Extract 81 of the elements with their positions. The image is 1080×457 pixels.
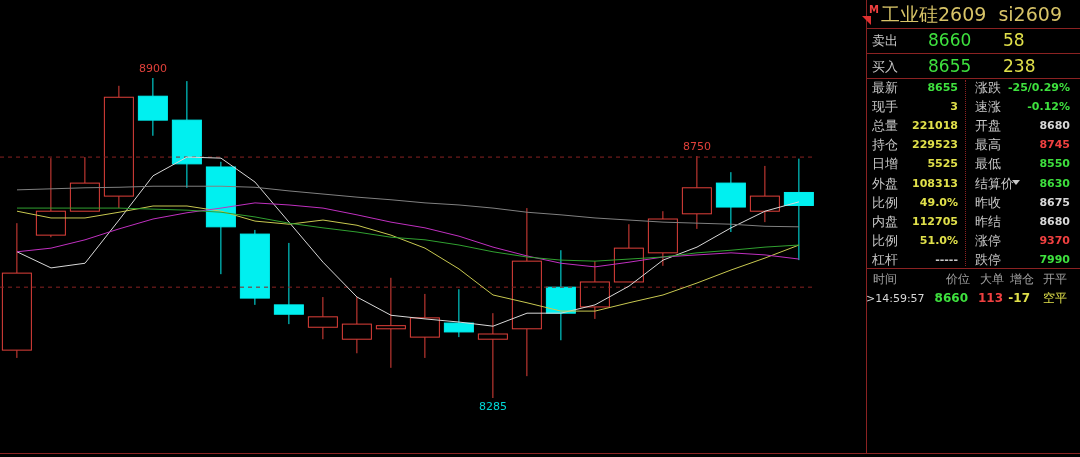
text: 7990 <box>1039 252 1070 266</box>
candlestick <box>35 157 66 238</box>
text: 8680 <box>1039 118 1070 132</box>
text: 内盘 <box>872 213 898 229</box>
text: 最低 <box>975 155 1001 171</box>
text: 8660 <box>934 291 968 305</box>
candlestick <box>477 312 508 398</box>
text: 229523 <box>912 137 958 151</box>
text: 开平 <box>1043 272 1067 286</box>
text: 大单 <box>980 272 1004 286</box>
text: 日增 <box>872 155 898 171</box>
text: 58 <box>1003 29 1025 50</box>
text: 8660 <box>928 29 972 50</box>
annotation: 8900 <box>138 62 168 75</box>
candlestick <box>137 78 168 137</box>
text: ----- <box>935 252 958 266</box>
text: 8655 <box>928 55 972 76</box>
text: -25/0.29% <box>1007 80 1070 94</box>
text: 杠杆 <box>872 251 898 267</box>
text: 工业硅2609 si2609 <box>881 2 1062 25</box>
text: 涨停 <box>975 232 1001 248</box>
text: 113 <box>977 291 1003 305</box>
text: 112705 <box>912 214 958 228</box>
candlestick <box>579 260 610 320</box>
text: 卖出 <box>872 32 898 48</box>
text: 221018 <box>912 118 958 132</box>
candlestick <box>205 161 236 275</box>
text: 8675 <box>1039 195 1070 209</box>
annotation: 8285 <box>478 400 508 413</box>
text: -0.12% <box>1027 99 1070 113</box>
candlestick <box>749 165 780 223</box>
text: 8630 <box>1039 176 1070 189</box>
text: M <box>869 4 879 15</box>
text: 时间 <box>873 272 897 286</box>
text: 跌停 <box>975 251 1001 267</box>
text: 最新 <box>872 79 898 95</box>
candlestick <box>273 242 304 325</box>
text: >14:59:57 <box>866 291 925 305</box>
text: 比例 <box>872 232 898 248</box>
text: 比例 <box>872 194 898 210</box>
text: 开盘 <box>975 117 1001 133</box>
text: 3 <box>950 99 958 113</box>
text: 总量 <box>872 117 898 133</box>
text: 结算价 <box>975 175 1014 190</box>
text: 51.0% <box>919 233 958 247</box>
text: 外盘 <box>872 175 898 190</box>
text: 昨结 <box>975 213 1001 229</box>
candlestick <box>409 293 440 359</box>
text: 速涨 <box>975 98 1001 114</box>
text: 价位 <box>946 272 970 286</box>
text: 238 <box>1003 55 1036 76</box>
text: 空平 <box>1043 291 1067 305</box>
candlestick <box>681 155 712 230</box>
candlestick <box>783 158 814 261</box>
text: 8550 <box>1039 156 1070 170</box>
text: 8680 <box>1039 214 1070 228</box>
text: 49.0% <box>919 195 958 209</box>
candlestick <box>171 80 202 189</box>
text: 增仓 <box>1010 272 1034 286</box>
candlestick <box>341 296 372 354</box>
candlestick <box>239 229 270 306</box>
candlestick <box>103 85 134 209</box>
text: 108313 <box>912 176 958 189</box>
text: 涨跌 <box>975 79 1001 95</box>
text: 昨收 <box>975 194 1001 210</box>
text: -17 <box>1008 291 1030 305</box>
text: 8655 <box>927 80 958 94</box>
candlestick <box>375 277 406 369</box>
candlestick <box>511 207 542 377</box>
text: 8745 <box>1039 137 1070 151</box>
text: 现手 <box>872 98 898 114</box>
text: 5525 <box>927 156 958 170</box>
candlestick <box>307 296 338 340</box>
text: 9370 <box>1039 233 1070 247</box>
annotation: 8750 <box>682 140 712 154</box>
text: 买入 <box>872 58 898 74</box>
candlestick <box>647 210 678 267</box>
candlestick <box>443 288 474 338</box>
candlestick <box>715 171 746 233</box>
text: 最高 <box>975 136 1001 152</box>
text: 持仓 <box>872 136 898 152</box>
